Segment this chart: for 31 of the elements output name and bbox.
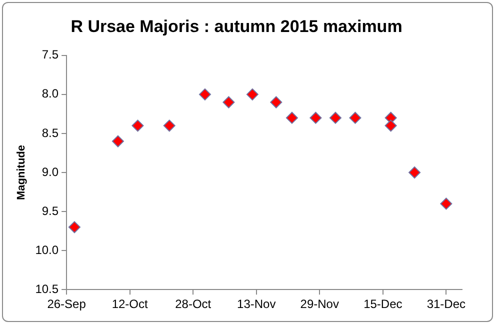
y-tick-label: 8.5 xyxy=(42,126,59,140)
point xyxy=(222,96,235,108)
y-tick-label: 9.0 xyxy=(42,164,59,179)
y-tick-label: 7.5 xyxy=(42,48,59,62)
x-tick-label: 31-Dec xyxy=(426,297,466,312)
point xyxy=(132,120,144,132)
point xyxy=(384,120,397,132)
point xyxy=(163,120,176,132)
y-tick-label: 10.5 xyxy=(35,282,59,296)
point xyxy=(68,221,80,234)
x-tick-label: 12-Oct xyxy=(112,297,148,312)
x-tick-label: 26-Sep xyxy=(47,297,86,312)
point xyxy=(329,112,342,124)
point xyxy=(349,112,362,124)
point xyxy=(270,96,282,108)
x-tick-label: 29-Nov xyxy=(300,297,339,312)
y-axis-title: Magnitude xyxy=(16,145,28,200)
point xyxy=(198,88,211,100)
point xyxy=(246,88,258,100)
y-tick-label: 8.0 xyxy=(42,86,59,101)
point xyxy=(310,112,322,124)
x-tick-label: 28-Oct xyxy=(175,297,212,312)
x-tick-label: 15-Dec xyxy=(364,297,402,312)
y-tick-label: 9.5 xyxy=(42,204,59,218)
point xyxy=(440,198,452,210)
point xyxy=(408,166,421,178)
y-tick-label: 10.0 xyxy=(35,242,59,257)
chart-title: R Ursae Majoris : autumn 2015 maximum xyxy=(70,16,402,36)
x-tick-label: 13-Nov xyxy=(237,297,276,312)
point xyxy=(286,112,298,124)
point xyxy=(112,135,124,148)
